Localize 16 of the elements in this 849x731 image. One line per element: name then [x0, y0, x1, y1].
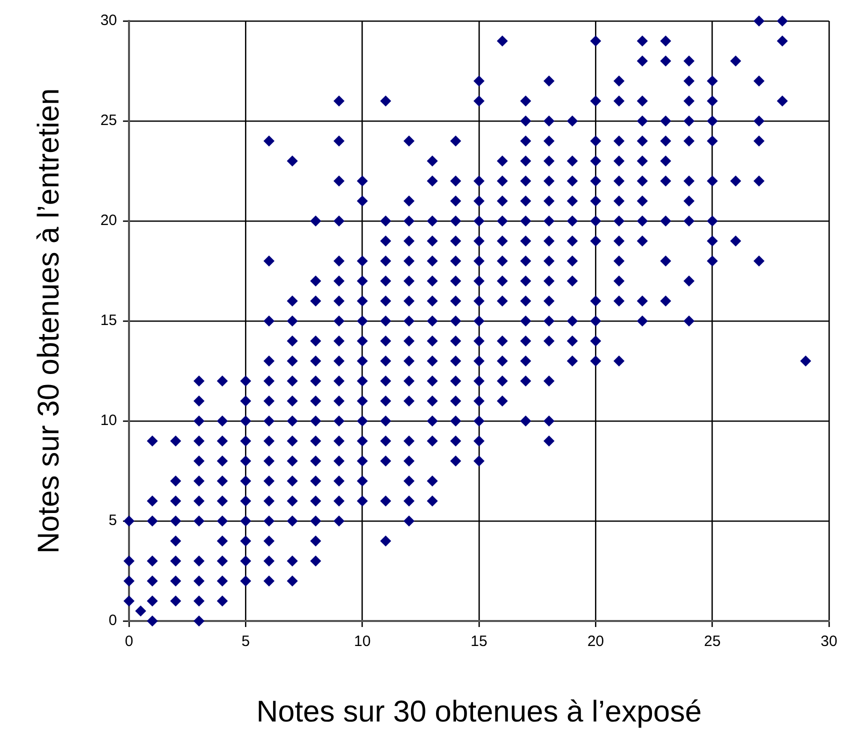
- x-tick-label: 15: [470, 633, 488, 650]
- x-axis-title: Notes sur 30 obtenues à l’exposé: [256, 695, 702, 728]
- y-axis-title: Notes sur 30 obtenues à l’entretien: [32, 88, 66, 554]
- x-tick-label: 0: [124, 633, 134, 650]
- x-tick-label: 5: [241, 633, 250, 650]
- y-tick-label: 15: [100, 312, 117, 330]
- y-tick-label: 25: [100, 112, 117, 130]
- y-tick-label: 0: [108, 612, 117, 630]
- x-tick-label: 25: [704, 633, 721, 650]
- y-tick-label: 10: [100, 412, 117, 430]
- x-tick-label: 20: [587, 633, 604, 650]
- x-tick-label: 10: [354, 633, 371, 650]
- y-tick-label: 20: [100, 212, 117, 230]
- y-tick-label: 5: [108, 512, 117, 530]
- x-tick-label: 30: [820, 633, 838, 650]
- y-tick-label: 30: [100, 12, 117, 30]
